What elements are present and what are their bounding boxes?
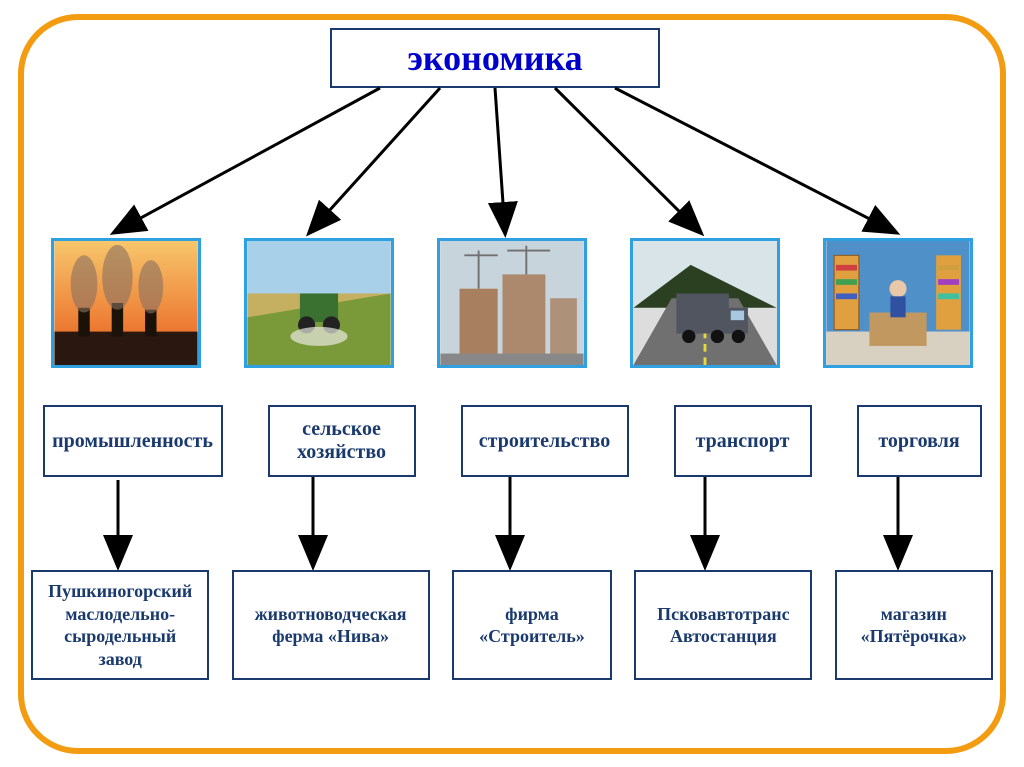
example-box-0: Пушкиногорский маслодельно- сыродельный … xyxy=(31,570,209,680)
branch-0 xyxy=(34,238,219,368)
category-row: промышленность сельское хозяйство строител… xyxy=(0,405,1024,477)
category-box-2: строительство xyxy=(461,405,629,477)
category-box-0: промышленность xyxy=(43,405,223,477)
example-box-3: Псковавтотранс Автостанция xyxy=(634,570,812,680)
construction-image xyxy=(437,238,587,368)
branch-2 xyxy=(419,238,604,368)
category-box-3: транспорт xyxy=(674,405,812,477)
category-box-1: сельское хозяйство xyxy=(268,405,416,477)
title-box: экономика xyxy=(330,28,660,88)
agriculture-image xyxy=(244,238,394,368)
example-box-4: магазин «Пятёрочка» xyxy=(835,570,993,680)
branch-3 xyxy=(612,238,797,368)
example-row: Пушкиногорский маслодельно- сыродельный … xyxy=(0,570,1024,680)
transport-image xyxy=(630,238,780,368)
image-row xyxy=(0,238,1024,368)
example-box-2: фирма «Строитель» xyxy=(452,570,612,680)
industry-image xyxy=(51,238,201,368)
example-box-1: животноводческая ферма «Нива» xyxy=(232,570,430,680)
branch-1 xyxy=(227,238,412,368)
retail-image xyxy=(823,238,973,368)
branch-4 xyxy=(805,238,990,368)
category-box-4: торговля xyxy=(857,405,982,477)
title-text: экономика xyxy=(407,37,582,79)
